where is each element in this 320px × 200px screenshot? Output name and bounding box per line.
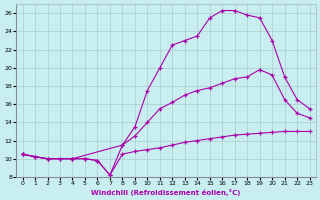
X-axis label: Windchill (Refroidissement éolien,°C): Windchill (Refroidissement éolien,°C) xyxy=(92,189,241,196)
